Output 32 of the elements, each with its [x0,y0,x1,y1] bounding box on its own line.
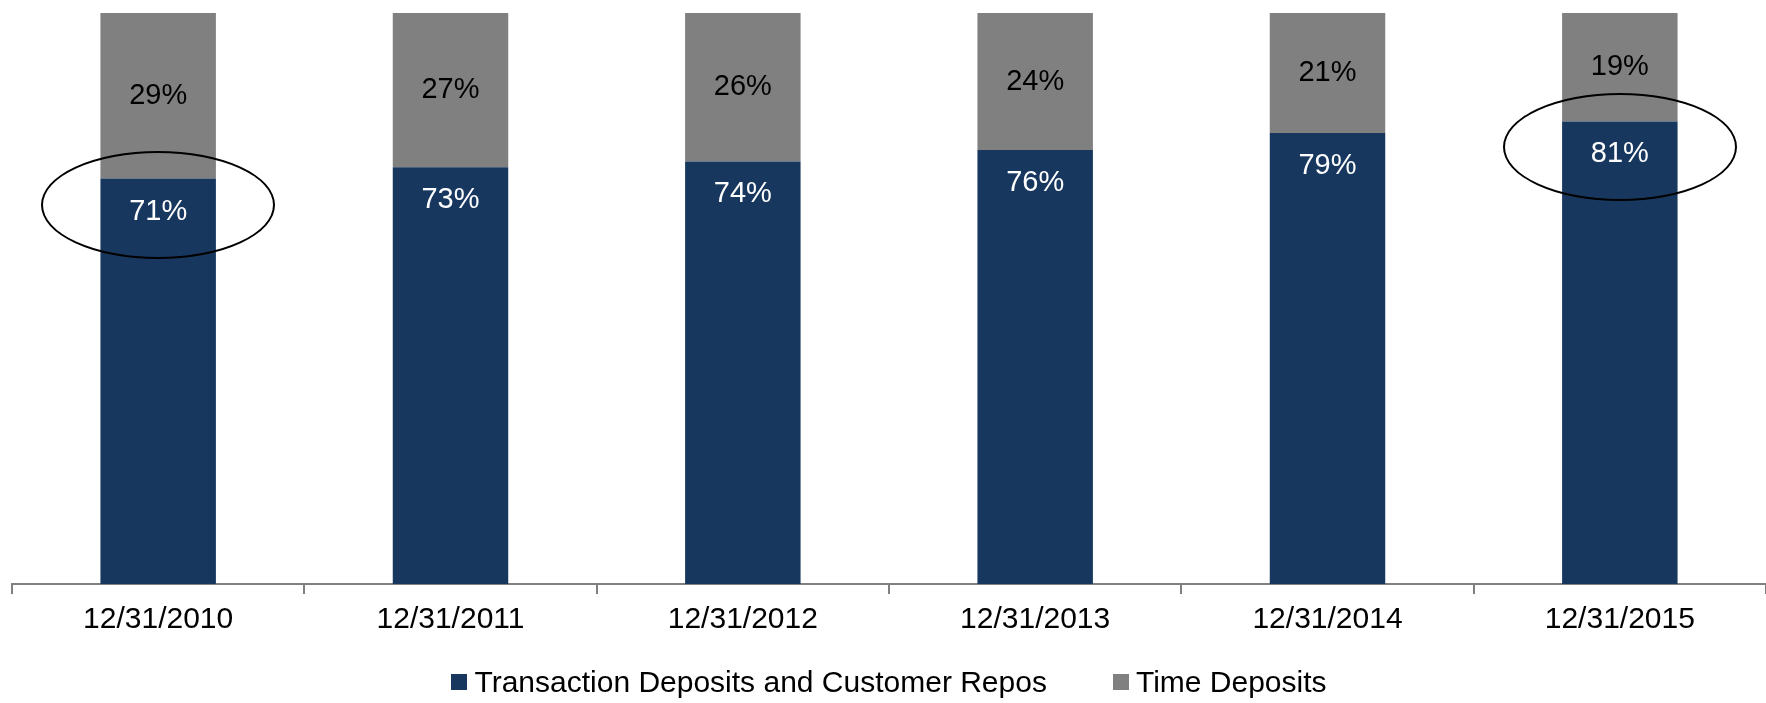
data-label: 81% [1590,136,1649,169]
legend-label: Time Deposits [1135,665,1327,698]
x-tick-label: 12/31/2011 [376,601,525,635]
bar [392,13,509,168]
data-label: 24% [1006,63,1065,96]
data-label: 71% [129,193,188,226]
bar [1562,13,1678,122]
bar [977,13,1093,151]
x-tick-label: 12/31/2012 [667,601,818,635]
x-tick-label: 12/31/2013 [960,601,1111,635]
data-label: 19% [1590,49,1649,82]
x-tick-label: 12/31/2014 [1252,601,1403,635]
data-label: 21% [1298,54,1357,87]
data-label: 26% [713,69,772,102]
bar [392,167,509,584]
x-tick-label: 12/31/2015 [1544,601,1695,635]
bar [1269,13,1386,133]
data-label: 76% [1006,165,1065,198]
legend-label: Transaction Deposits and Customer Repos [474,665,1047,698]
data-label: 74% [713,176,772,209]
data-label: 29% [129,77,188,110]
bar [1562,121,1678,584]
bar [1269,132,1386,584]
bar [685,13,801,162]
bar [977,150,1093,584]
data-label: 79% [1298,147,1357,180]
bar [100,178,216,584]
bar [685,161,801,584]
x-tick-label: 12/31/2010 [83,601,234,635]
data-label: 27% [421,72,480,105]
bar [100,13,216,179]
data-label: 73% [421,182,480,215]
